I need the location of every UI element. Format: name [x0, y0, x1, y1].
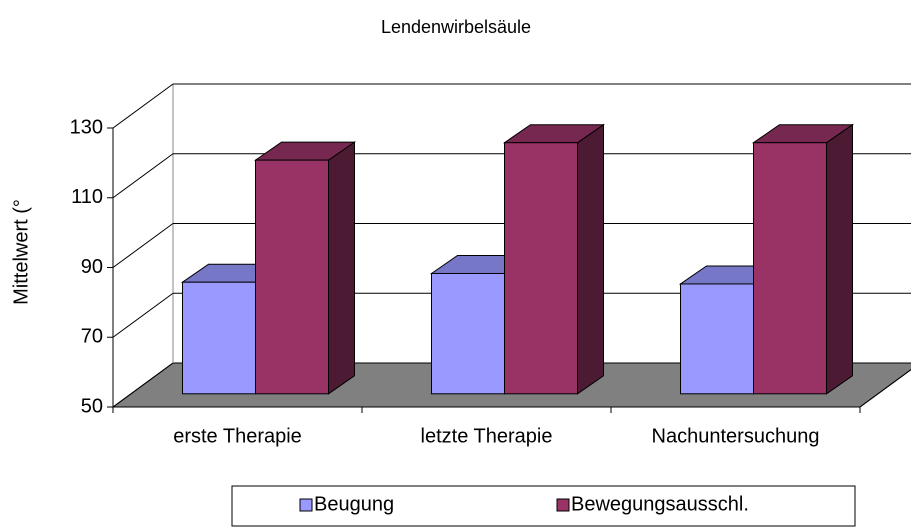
- y-tick-label: 70: [81, 326, 103, 348]
- wall-line: [112, 83, 174, 129]
- y-tick-label: 110: [71, 186, 103, 208]
- y-axis-label: Mittelwert (°: [10, 199, 32, 305]
- legend-label: Beugung: [314, 493, 394, 515]
- x-tick-label: Nachuntersuchung: [652, 425, 820, 447]
- legend-swatch: [556, 498, 570, 512]
- y-tick-label: 90: [81, 256, 103, 278]
- x-tick-label: erste Therapie: [173, 425, 302, 447]
- bar: [431, 272, 505, 395]
- legend-swatch: [299, 498, 313, 512]
- bar: [680, 283, 754, 395]
- chart-title: Lendenwirbelsäule: [381, 17, 531, 37]
- legend-box: [231, 485, 856, 527]
- wall-line: [112, 362, 174, 408]
- bar: [182, 281, 256, 395]
- floor-edge: [859, 368, 911, 408]
- bar-side: [826, 123, 853, 395]
- y-tick-label: 130: [70, 116, 103, 138]
- legend-label: Bewegungsausschl.: [571, 493, 749, 515]
- wall-line: [112, 153, 174, 199]
- wall-line: [112, 292, 174, 338]
- bar: [504, 142, 578, 395]
- bar-side: [328, 141, 355, 395]
- x-tick-label: letzte Therapie: [421, 425, 553, 447]
- bar: [753, 142, 827, 395]
- bar-side: [577, 123, 604, 395]
- y-tick-label: 50: [81, 395, 103, 417]
- bar: [255, 159, 329, 395]
- wall-line: [112, 223, 174, 268]
